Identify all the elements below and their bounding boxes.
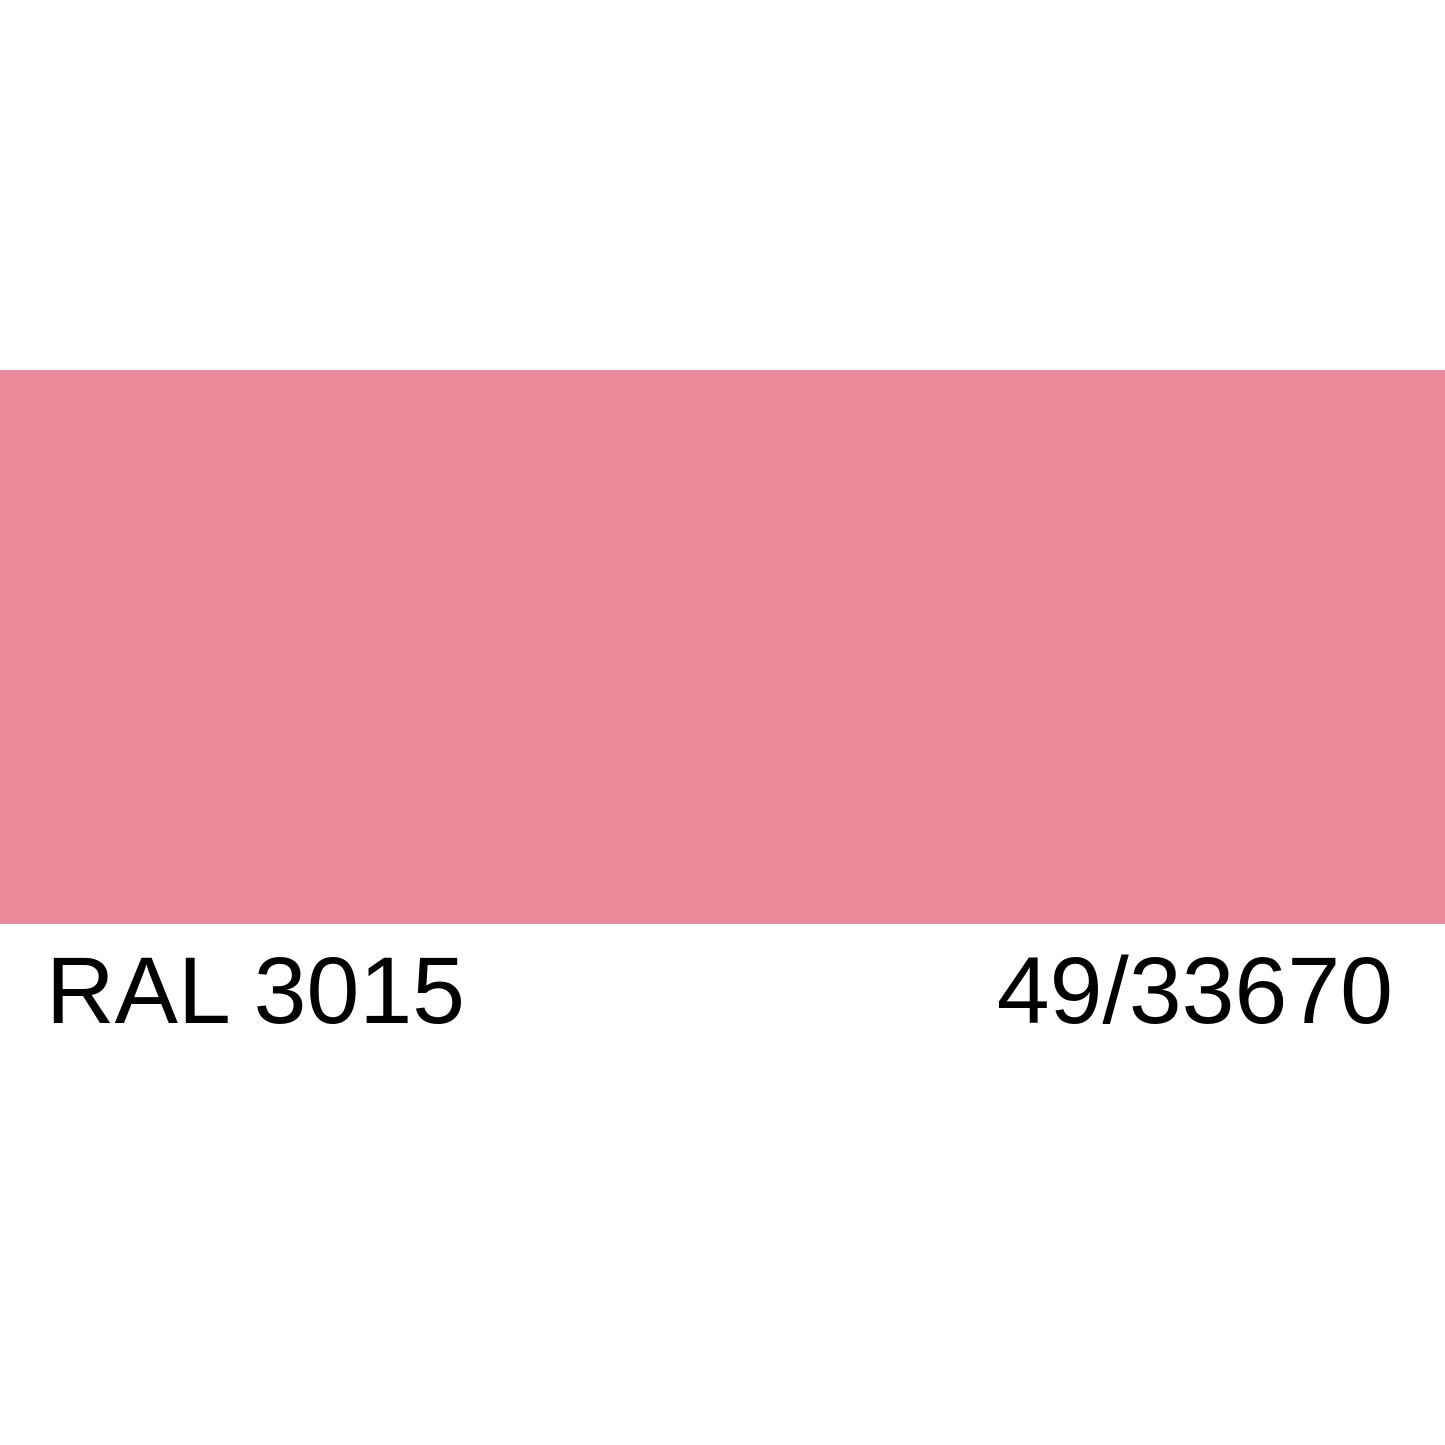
color-swatch: [0, 370, 1445, 924]
product-code-label: 49/33670: [996, 938, 1393, 1044]
ral-code-label: RAL 3015: [46, 938, 466, 1044]
